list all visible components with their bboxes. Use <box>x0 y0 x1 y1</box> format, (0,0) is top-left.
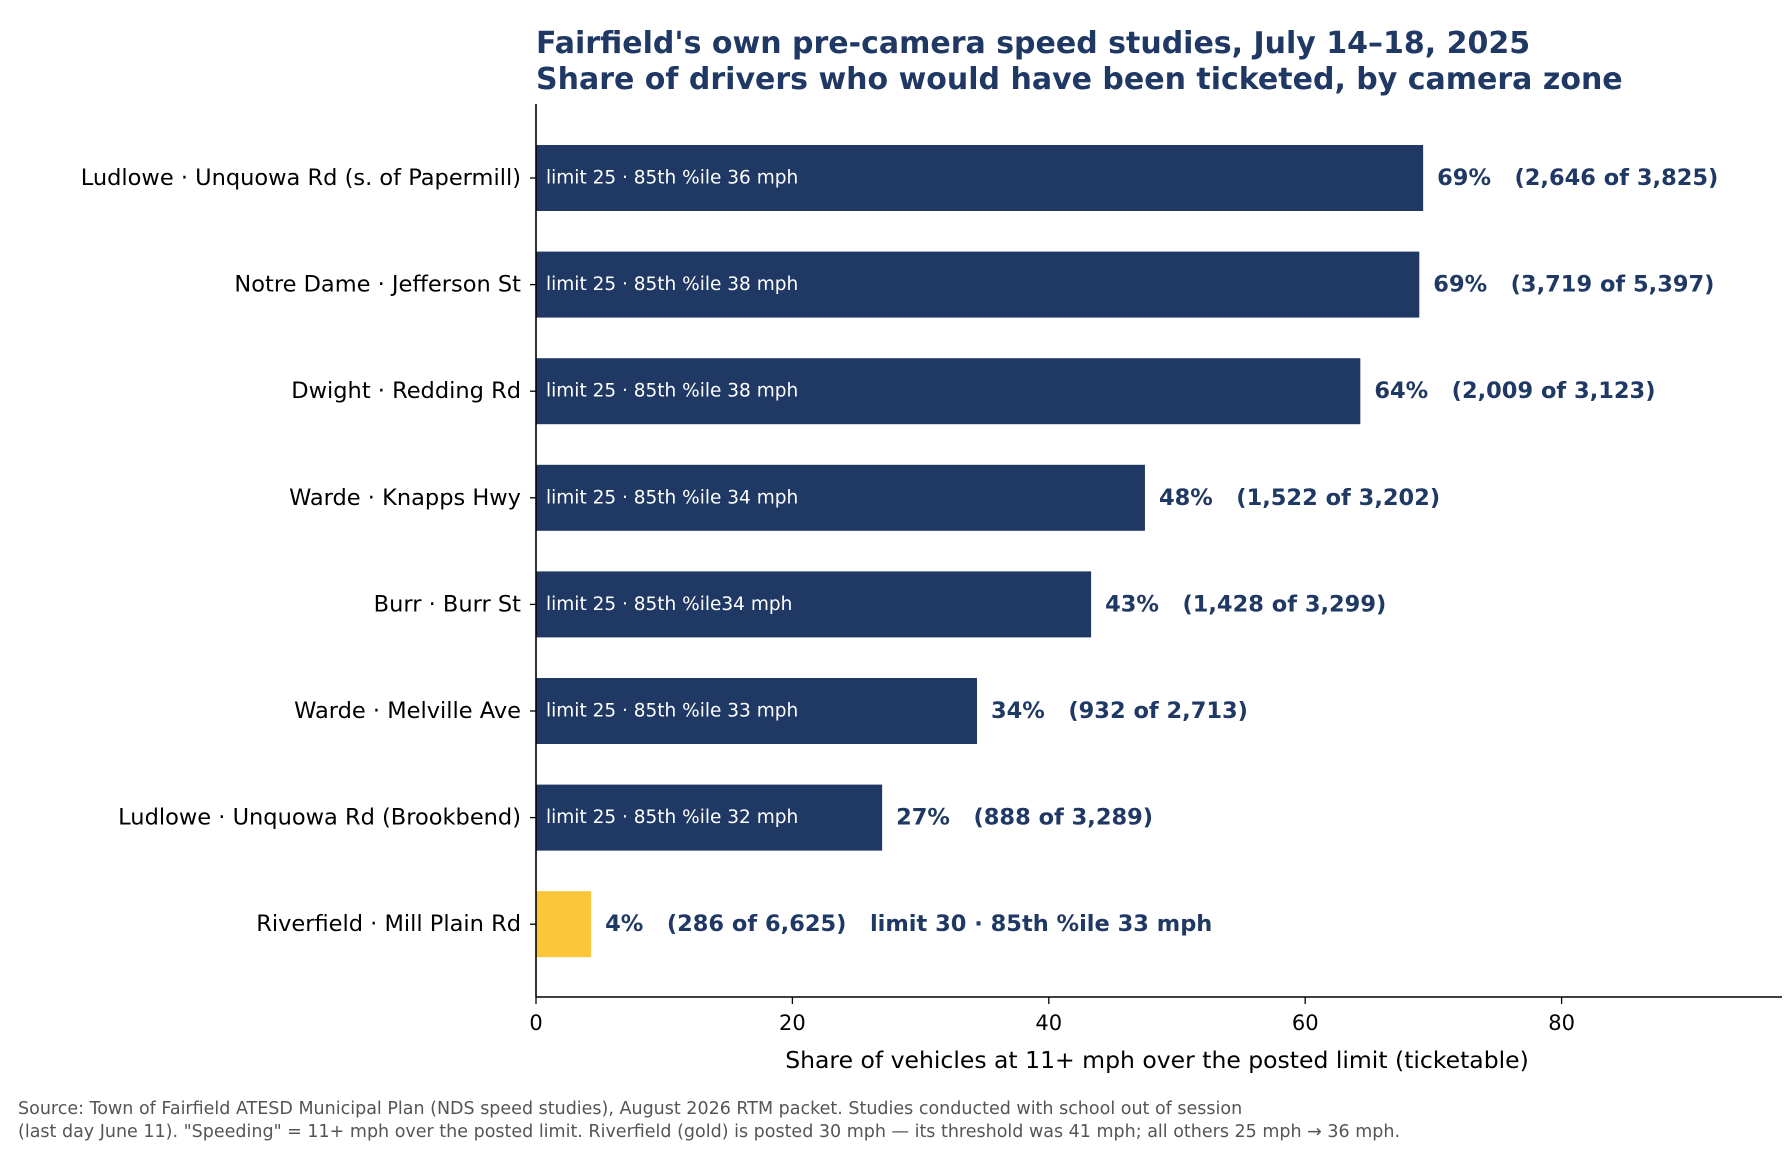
data-label: 34% (932 of 2,713) <box>991 698 1248 724</box>
data-label: 43% (1,428 of 3,299) <box>1105 591 1386 617</box>
bar-inner-label: limit 25 · 85th %ile 32 mph <box>546 807 798 828</box>
bar-group: Notre Dame · Jefferson St limit 25 · 85th… <box>234 251 1714 318</box>
bar-inner-label: limit 25 · 85th %ile 38 mph <box>546 274 798 295</box>
bar-group: Ludlowe · Unquowa Rd (s. of Papermill) li… <box>81 145 1718 211</box>
bar-inner-label: limit 25 · 85th %ile 38 mph <box>546 381 798 402</box>
category-label: Dwight · Redding Rd <box>291 378 521 404</box>
bar <box>536 784 883 851</box>
bar <box>536 358 1361 425</box>
bar-group: Riverfield · Mill Plain Rd 4% (286 of 6,6… <box>256 891 1212 958</box>
x-tick-label: 0 <box>529 1011 542 1035</box>
x-tick-label: 60 <box>1292 1011 1319 1035</box>
bar-inner-label: limit 25 · 85th %ile 34 mph <box>546 487 798 508</box>
bar-group: Burr · Burr St limit 25 · 85th %ile34 mph… <box>374 571 1386 638</box>
category-label: Warde · Knapps Hwy <box>289 485 521 511</box>
x-tick-label: 40 <box>1035 1011 1062 1035</box>
bar <box>536 145 1424 211</box>
chart-title-line-1: Fairfield's own pre-camera speed studies… <box>536 26 1530 61</box>
category-label: Burr · Burr St <box>374 591 521 617</box>
data-label: 48% (1,522 of 3,202) <box>1159 485 1440 511</box>
bar <box>536 678 978 744</box>
bar-inner-label: limit 25 · 85th %ile 36 mph <box>546 168 798 189</box>
source-note: Source: Town of Fairfield ATESD Municipa… <box>18 1098 1758 1144</box>
category-label: Warde · Melville Ave <box>294 698 521 724</box>
bar-inner-label: limit 25 · 85th %ile 33 mph <box>546 701 798 722</box>
plot-area: Ludlowe · Unquowa Rd (s. of Papermill) li… <box>81 104 1782 1035</box>
data-label: 4% (286 of 6,625) limit 30 · 85th %ile 3… <box>605 911 1212 937</box>
bar-group: Ludlowe · Unquowa Rd (Brookbend) limit 25… <box>118 784 1153 851</box>
bar <box>536 464 1145 531</box>
bar <box>536 571 1092 638</box>
x-axis-label: Share of vehicles at 11+ mph over the po… <box>785 1046 1529 1074</box>
bar-inner-label: limit 25 · 85th %ile34 mph <box>546 594 792 615</box>
bar <box>536 891 592 958</box>
x-tick-label: 80 <box>1548 1011 1575 1035</box>
category-label: Riverfield · Mill Plain Rd <box>256 911 521 937</box>
data-label: 69% (3,719 of 5,397) <box>1433 272 1714 298</box>
bar-group: Warde · Knapps Hwy limit 25 · 85th %ile 3… <box>289 464 1440 531</box>
bar <box>536 251 1420 318</box>
data-label: 69% (2,646 of 3,825) <box>1437 165 1718 191</box>
bar-group: Dwight · Redding Rd limit 25 · 85th %ile … <box>291 358 1656 425</box>
data-label: 27% (888 of 3,289) <box>896 805 1153 831</box>
category-label: Ludlowe · Unquowa Rd (Brookbend) <box>118 805 521 831</box>
x-tick-label: 20 <box>779 1011 806 1035</box>
category-label: Ludlowe · Unquowa Rd (s. of Papermill) <box>81 165 521 191</box>
source-line-2: (last day June 11). "Speeding" = 11+ mph… <box>18 1122 1401 1142</box>
bar-chart: Fairfield's own pre-camera speed studies… <box>81 26 1782 1074</box>
source-line-1: Source: Town of Fairfield ATESD Municipa… <box>18 1099 1243 1119</box>
data-label: 64% (2,009 of 3,123) <box>1374 378 1655 404</box>
chart-title-line-2: Share of drivers who would have been tic… <box>536 62 1623 97</box>
bar-group: Warde · Melville Ave limit 25 · 85th %ile… <box>294 678 1248 744</box>
category-label: Notre Dame · Jefferson St <box>234 272 521 298</box>
